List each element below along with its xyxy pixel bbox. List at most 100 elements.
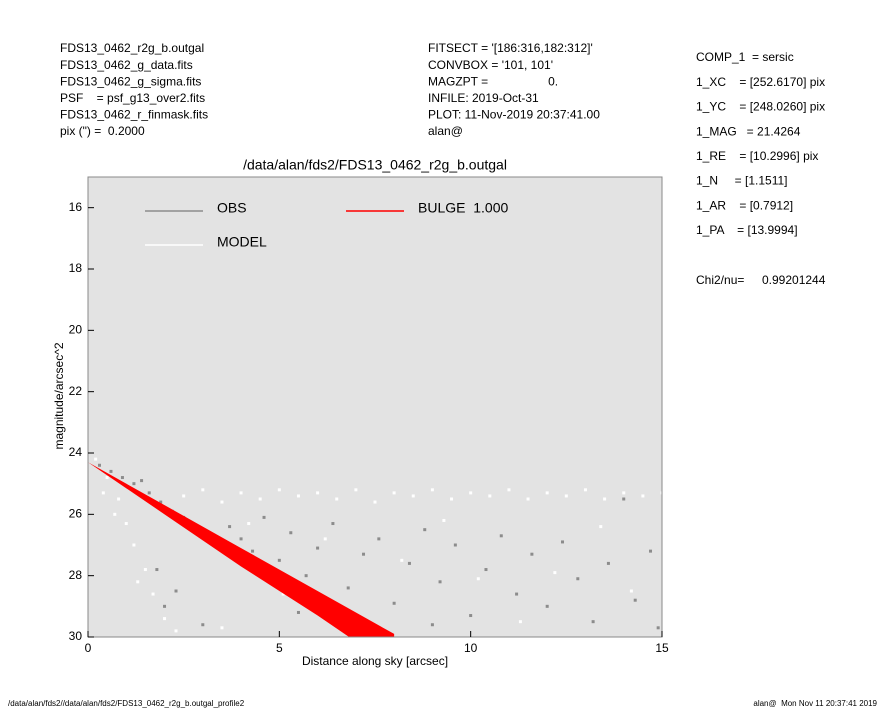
point [109, 469, 113, 473]
point [622, 497, 626, 501]
point [163, 617, 167, 621]
x-tick-label: 5 [276, 641, 283, 655]
point [656, 626, 660, 630]
point [377, 537, 381, 541]
point [94, 457, 98, 461]
x-tick-label: 0 [85, 641, 92, 655]
point [251, 549, 255, 553]
point [530, 552, 534, 556]
point [163, 604, 167, 608]
point [316, 546, 320, 550]
point [151, 592, 155, 596]
point [277, 488, 281, 492]
param-line: COMP_1 = sersic [696, 50, 794, 64]
point [247, 522, 251, 526]
header-line: FDS13_0462_r_finmask.fits [60, 108, 208, 122]
legend-label: OBS [217, 200, 247, 216]
point [373, 500, 377, 504]
y-axis-label: magnitude/arcsec^2 [52, 342, 66, 449]
point [507, 488, 511, 492]
point [304, 574, 308, 578]
y-tick-label: 26 [69, 507, 83, 521]
point [430, 488, 434, 492]
param-line: 1_N = [1.1511] [696, 174, 788, 188]
y-tick-label: 18 [69, 261, 83, 275]
point [633, 598, 637, 602]
axes: 0 5 10 15 16 18 20 22 24 26 28 30 [69, 200, 669, 655]
point [258, 497, 262, 501]
chart-title: /data/alan/fds2/FDS13_0462_r2g_b.outgal [243, 157, 507, 173]
point [97, 463, 101, 467]
point [132, 482, 136, 486]
point [101, 491, 105, 495]
point [143, 568, 147, 572]
header-left: FDS13_0462_r2g_b.outgal FDS13_0462_g_data… [60, 41, 208, 138]
point [323, 537, 327, 541]
x-tick-label: 10 [464, 641, 478, 655]
point [499, 534, 503, 538]
y-tick-label: 22 [69, 384, 83, 398]
header-line: FDS13_0462_g_sigma.fits [60, 74, 201, 88]
x-tick-label: 15 [655, 641, 669, 655]
footer-right: alan@ Mon Nov 11 20:37:41 2019 [753, 699, 877, 708]
header-line: FITSECT = '[186:316,182:312]' [428, 41, 593, 55]
point [140, 479, 144, 483]
point [277, 558, 281, 562]
point [113, 512, 117, 516]
legend: OBS MODEL BULGE 1.000 [145, 200, 508, 250]
header-line: MAGZPT = 0. [428, 74, 558, 88]
point [392, 601, 396, 605]
legend-label: BULGE 1.000 [418, 200, 508, 216]
header-line: pix (") = 0.2000 [60, 124, 145, 138]
header-line: alan@ [428, 124, 463, 138]
model-band [88, 462, 395, 637]
y-tick-label: 30 [69, 629, 83, 643]
point [591, 620, 595, 624]
point [641, 494, 645, 498]
point [430, 623, 434, 627]
plot-frame [87, 176, 663, 638]
point [603, 497, 607, 501]
param-line: 1_AR = [0.7912] [696, 198, 793, 212]
y-tick-label: 20 [69, 323, 83, 337]
point [220, 626, 224, 630]
point [407, 561, 411, 565]
point [335, 497, 339, 501]
point [120, 476, 124, 480]
point [105, 476, 109, 480]
header-line: CONVBOX = '101, 101' [428, 58, 553, 72]
header-mid: FITSECT = '[186:316,182:312]' CONVBOX = '… [428, 41, 600, 138]
header-line: PLOT: 11-Nov-2019 20:37:41.00 [428, 108, 600, 122]
header-line: FDS13_0462_r2g_b.outgal [60, 41, 204, 55]
point [239, 491, 243, 495]
point [239, 537, 243, 541]
param-line: 1_PA = [13.9994] [696, 223, 798, 237]
point [281, 592, 285, 596]
param-line: 1_XC = [252.6170] pix [696, 75, 825, 89]
point [392, 491, 396, 495]
point [147, 491, 151, 495]
point [228, 525, 232, 529]
header-line: PSF = psf_g13_over2.fits [60, 91, 205, 105]
point [576, 577, 580, 581]
point [331, 522, 335, 526]
point [599, 525, 603, 529]
point [515, 592, 519, 596]
param-line: 1_RE = [10.2996] pix [696, 149, 818, 163]
point [296, 610, 300, 614]
point [201, 488, 205, 492]
point [649, 549, 653, 553]
point [346, 586, 350, 590]
point [362, 552, 366, 556]
point [450, 497, 454, 501]
point [438, 580, 442, 584]
x-axis-label: Distance along sky [arcsec] [302, 654, 448, 668]
point [469, 614, 473, 618]
point [174, 589, 178, 593]
point [564, 494, 568, 498]
point [174, 629, 178, 633]
point [220, 500, 224, 504]
point [453, 543, 457, 547]
point [484, 568, 488, 572]
